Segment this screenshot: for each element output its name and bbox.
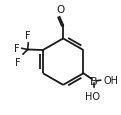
Text: F: F <box>15 57 21 67</box>
Text: F: F <box>14 44 19 54</box>
Text: HO: HO <box>85 91 100 101</box>
Text: O: O <box>56 5 64 15</box>
Text: B: B <box>90 76 98 86</box>
Text: OH: OH <box>103 76 118 85</box>
Text: F: F <box>25 31 31 41</box>
